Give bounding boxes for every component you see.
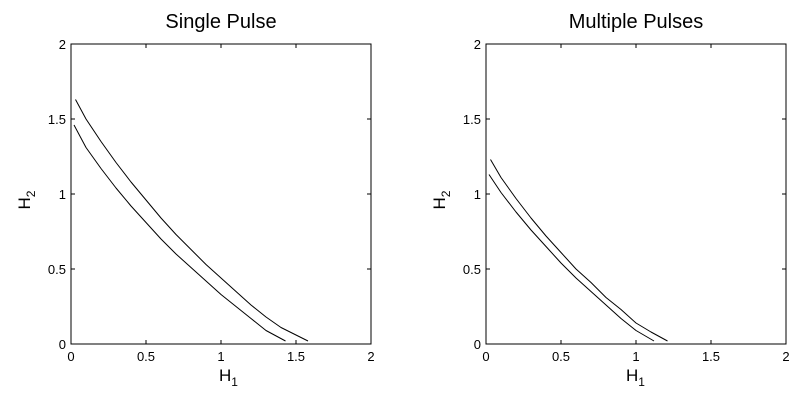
y-tick-label: 0 [474, 337, 481, 352]
y-tick-label: 2 [474, 37, 481, 52]
plot-multiple-pulses: Multiple Pulses 0 0.5 1 1.5 2 0 0.5 1 1.5 2 H1 H2 [430, 11, 790, 389]
tick-labels: 0 0.5 1 1.5 2 0 0.5 1 1.5 2 [48, 37, 375, 364]
x-tick-label: 0 [67, 349, 74, 364]
y-tick-label: 0 [59, 337, 66, 352]
x-tick-label: 2 [367, 349, 374, 364]
x-tick-label: 1 [632, 349, 639, 364]
x-axis-label: H1 [626, 366, 645, 389]
y-tick-label: 1 [59, 187, 66, 202]
curves [73, 99, 309, 342]
plot-frame [485, 43, 787, 345]
series-line-2 [73, 124, 286, 342]
y-tick-label: 1 [474, 187, 481, 202]
x-tick-label: 1.5 [702, 349, 720, 364]
y-tick-label: 0.5 [463, 262, 481, 277]
x-tick-label: 0.5 [552, 349, 570, 364]
x-tick-label: 1 [217, 349, 224, 364]
x-tick-label: 1.5 [287, 349, 305, 364]
x-axis-label: H1 [219, 366, 238, 389]
y-tick-label: 1.5 [48, 112, 66, 127]
plot-title: Multiple Pulses [569, 11, 704, 33]
x-tick-label: 0 [482, 349, 489, 364]
curves [488, 159, 668, 342]
series-line-1 [75, 99, 309, 342]
x-tick-label: 0.5 [137, 349, 155, 364]
plot-title: Single Pulse [165, 11, 276, 33]
y-tick-label: 0.5 [48, 262, 66, 277]
y-tick-label: 2 [59, 37, 66, 52]
y-tick-label: 1.5 [463, 112, 481, 127]
tick-labels: 0 0.5 1 1.5 2 0 0.5 1 1.5 2 [463, 37, 790, 364]
x-tick-label: 2 [782, 349, 789, 364]
plot-frame [70, 43, 372, 345]
y-axis-label: H2 [15, 190, 38, 209]
plot-single-pulse: Single Pulse 0 0.5 1 1.5 2 0 0.5 1 1.5 2 H1 H2 [15, 11, 375, 389]
series-line-2 [488, 174, 655, 342]
y-axis-label: H2 [430, 190, 453, 209]
series-line-1 [490, 159, 668, 342]
